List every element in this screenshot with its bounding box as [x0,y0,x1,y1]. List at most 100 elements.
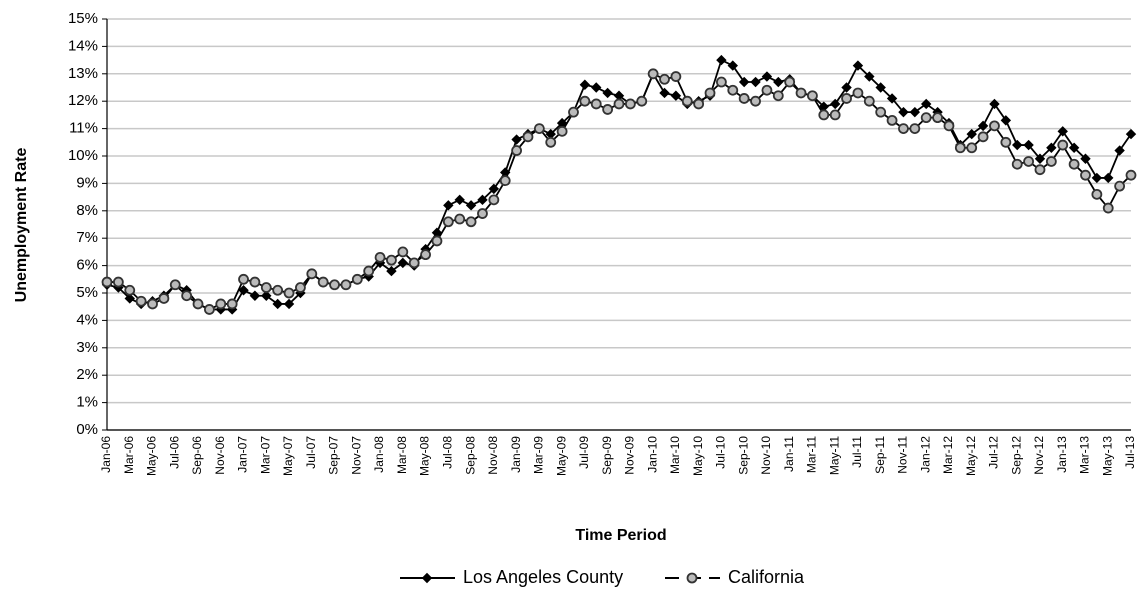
x-tick-label: Nov-08 [486,436,500,475]
marker [499,175,511,187]
marker [659,73,670,85]
marker [818,109,830,121]
marker [397,257,409,269]
legend-label: California [728,567,805,587]
x-tick-label: Jul-07 [304,436,318,469]
x-tick-label: Sep-11 [873,436,887,474]
legend-label: Los Angeles County [463,567,623,587]
x-tick-label: Jul-09 [577,436,591,469]
marker [977,131,989,143]
marker [511,145,522,156]
x-tick-label: Jan-07 [236,436,250,473]
marker [636,95,648,107]
marker [738,93,750,104]
marker [329,279,340,291]
marker [169,279,181,291]
x-tick-label: May-11 [827,436,841,475]
marker [909,123,921,135]
marker [1034,164,1046,176]
marker [408,257,420,269]
marker [215,298,227,310]
x-tick-label: Mar-08 [395,436,409,474]
x-tick-label: Jan-08 [372,436,386,473]
x-tick-label: Jul-11 [850,436,864,468]
marker [192,298,204,310]
marker [181,290,193,302]
marker [306,268,318,280]
marker [249,276,261,288]
marker [863,95,875,107]
marker [1125,128,1137,140]
marker [545,136,557,148]
x-tick-label: Sep-08 [463,436,477,475]
x-tick-label: May-07 [281,436,295,476]
marker [386,254,397,266]
marker [454,194,465,206]
y-tick-label: 1% [76,394,98,411]
marker [829,109,841,121]
x-tick-label: Nov-09 [623,436,637,475]
x-tick-label: Jan-13 [1055,436,1069,473]
y-tick-label: 6% [76,257,98,274]
marker [1012,139,1023,151]
marker [260,282,272,293]
x-tick-label: Sep-12 [1009,436,1023,475]
x-tick-label: Sep-10 [736,436,750,475]
marker [591,82,602,93]
marker [1125,169,1137,181]
x-tick-label: Jan-12 [918,436,932,473]
marker [420,249,431,261]
marker [727,84,739,96]
marker [716,76,727,88]
marker [124,293,135,304]
marker [556,125,568,137]
marker [898,106,909,118]
marker [374,251,386,263]
x-tick-label: Nov-06 [213,436,227,475]
marker [670,90,682,101]
marker [761,84,773,96]
marker [613,98,625,110]
marker [465,216,477,228]
x-tick-label: Jan-10 [645,436,659,473]
marker [852,87,864,99]
marker [1103,172,1114,184]
marker [351,273,363,285]
x-tick-label: Mar-06 [122,436,136,474]
marker [579,95,591,107]
y-tick-label: 7% [76,229,98,246]
marker [226,298,238,310]
x-tick-label: Jul-10 [714,436,728,469]
x-tick-label: Jan-11 [782,436,796,472]
marker [1057,126,1068,137]
marker [875,82,886,93]
marker [1114,145,1125,156]
marker [386,265,397,277]
marker [295,282,306,293]
x-tick-label: Jan-06 [99,436,113,473]
y-tick-label: 4% [76,311,98,328]
x-tick-label: Jul-06 [167,436,181,469]
marker [272,298,283,310]
legend-marker [421,572,433,584]
marker [761,71,773,82]
marker [238,273,249,285]
marker [590,98,602,110]
marker [852,60,864,71]
marker [238,285,249,296]
marker [533,123,545,135]
marker [920,112,932,124]
marker [1068,158,1080,170]
marker [716,54,727,66]
marker [1091,172,1103,184]
marker [1057,139,1069,151]
marker [773,76,784,88]
marker [977,120,989,132]
marker [147,298,158,310]
marker [158,293,170,304]
marker [443,200,454,211]
marker [340,279,352,291]
marker [261,290,272,301]
marker [966,142,978,154]
